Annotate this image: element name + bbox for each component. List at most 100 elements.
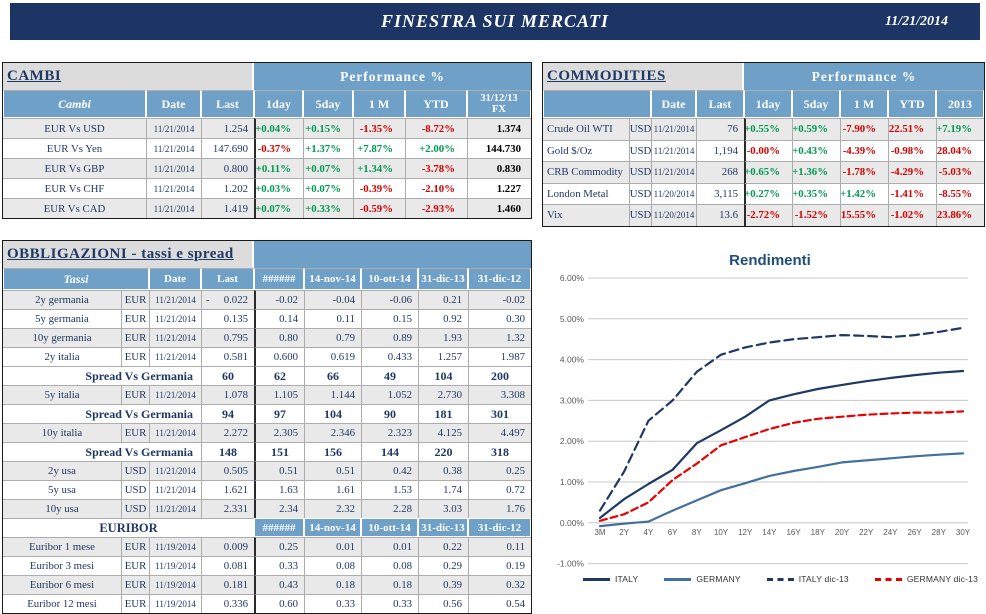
spread-value-cell: 220	[418, 442, 468, 461]
column-header: Date	[149, 268, 201, 290]
last-cell: 0.081	[201, 556, 254, 575]
value-cell: 1.052	[361, 385, 418, 404]
x-axis-tick: 16Y	[786, 528, 801, 537]
perf-cell: -4.29%	[888, 161, 936, 183]
chart-title: Rendimenti	[729, 252, 811, 269]
currency-cell: EUR	[121, 290, 149, 309]
last-cell: 0.581	[201, 347, 254, 366]
value-cell: 0.89	[361, 328, 418, 347]
perf-cell: -2.10%	[405, 178, 467, 198]
perf-cell: +0.43%	[792, 139, 840, 161]
cambi-table: CAMBI Performance % Cambi Date Last 1day 5day 1…	[2, 62, 532, 219]
value-cell: 1.93	[418, 328, 468, 347]
column-header: 1 M	[353, 90, 405, 118]
value-cell: 0.72	[468, 480, 531, 499]
column-header: 1day	[254, 90, 303, 118]
currency-cell: USD	[629, 161, 651, 183]
instrument-name: 2y germania	[3, 290, 121, 309]
perf-cell: -23.86%	[936, 204, 984, 226]
instrument-name: 10y usa	[3, 499, 121, 518]
date-cell: 11/21/2014	[149, 290, 201, 309]
y-axis-tick: -1.00%	[557, 559, 584, 569]
value-cell: 0.18	[361, 575, 418, 594]
fx-cell: 1.227	[467, 178, 531, 198]
column-header: 14-nov-14	[304, 268, 361, 290]
last-cell: 0.009	[201, 537, 254, 556]
date-cell: 11/21/2014	[146, 198, 201, 218]
fx-cell: 144.730	[467, 138, 531, 158]
value-cell: 0.51	[254, 461, 304, 480]
header-bar: FINESTRA SUI MERCATI 11/21/2014	[10, 3, 980, 40]
perf-cell: -5.03%	[936, 161, 984, 183]
last-cell: 0.505	[201, 461, 254, 480]
instrument-name: Euribor 3 mesi	[3, 556, 121, 575]
currency-cell: EUR	[121, 537, 149, 556]
column-header: 1 M	[840, 90, 888, 118]
perf-cell: -0.98%	[888, 139, 936, 161]
fx-cell: 0.830	[467, 158, 531, 178]
perf-cell: -3.78%	[405, 158, 467, 178]
value-cell: 2.32	[304, 499, 361, 518]
value-cell: 2.730	[418, 385, 468, 404]
spread-row: Spread Vs Germania 94 97 104 90 181 301	[3, 404, 531, 423]
instrument-name: Euribor 12 mesi	[3, 594, 121, 613]
date-cell: 11/19/2014	[149, 594, 201, 613]
legend-item: ITALY dic-13	[766, 574, 849, 584]
last-cell: 0.135	[201, 309, 254, 328]
currency-cell: EUR	[121, 385, 149, 404]
performance-band	[254, 241, 531, 268]
value-cell: 0.60	[254, 594, 304, 613]
perf-cell: -8.55%	[936, 182, 984, 204]
value-cell: 3.308	[468, 385, 531, 404]
instrument-name: CRB Commodity	[543, 161, 629, 183]
value-cell: 4.125	[418, 423, 468, 442]
table-row: Vix USD 11/20/2014 13.6 -2.72% -1.52% -15.55% -…	[543, 204, 984, 226]
value-cell: 0.29	[418, 556, 468, 575]
table-row: EUR Vs USD 11/21/2014 1.254 +0.04% +0.15% -1.…	[3, 118, 531, 138]
last-cell: 1.202	[201, 178, 254, 198]
x-axis-tick: 30Y	[956, 528, 971, 537]
column-header: Tassi	[3, 268, 149, 290]
value-cell: 0.619	[304, 347, 361, 366]
currency-cell: USD	[121, 461, 149, 480]
spread-row: Spread Vs Germania 148 151 156 144 220 318	[3, 442, 531, 461]
last-value: 0.022	[223, 294, 248, 306]
value-cell: -0.02	[254, 290, 304, 309]
perf-cell: +0.59%	[792, 118, 840, 140]
column-header: 10-ott-14	[361, 268, 418, 290]
column-header: 31-dic-13	[418, 518, 468, 537]
value-cell: 1.257	[418, 347, 468, 366]
perf-cell: -1.52%	[792, 204, 840, 226]
perf-cell: +0.07%	[303, 158, 353, 178]
value-cell: 0.80	[254, 328, 304, 347]
currency-cell: USD	[629, 118, 651, 140]
perf-cell: +1.34%	[353, 158, 405, 178]
spread-value-cell: 104	[304, 404, 361, 423]
spread-value-cell: 156	[304, 442, 361, 461]
column-header: 10-ott-14	[361, 518, 418, 537]
instrument-name: 2y italia	[3, 347, 121, 366]
spread-value-cell: 144	[361, 442, 418, 461]
cambi-title-row: CAMBI Performance %	[3, 63, 531, 90]
instrument-name: Vix	[543, 204, 629, 226]
spread-last-cell: 94	[201, 404, 254, 423]
legend-label: ITALY dic-13	[798, 574, 849, 584]
perf-cell: +7.87%	[353, 138, 405, 158]
last-cell: 1.621	[201, 480, 254, 499]
y-axis-tick: 4.00%	[560, 355, 585, 365]
column-header: Last	[201, 268, 254, 290]
y-axis-tick: 6.00%	[560, 273, 585, 283]
value-cell: 0.21	[418, 290, 468, 309]
date-cell: 11/19/2014	[149, 556, 201, 575]
x-axis-tick: 22Y	[859, 528, 874, 537]
table-row: Euribor 1 mese EUR 11/19/2014 0.009 0.25 0.01…	[3, 537, 531, 556]
section-title: COMMODITIES	[547, 68, 666, 84]
legend-line-sample	[582, 577, 610, 581]
value-cell: 2.323	[361, 423, 418, 442]
currency-cell: EUR	[121, 423, 149, 442]
value-cell: 1.144	[304, 385, 361, 404]
date-cell: 11/21/2014	[146, 158, 201, 178]
column-header: Date	[651, 90, 696, 118]
column-header: 2013	[936, 90, 984, 118]
value-cell: 0.30	[468, 309, 531, 328]
